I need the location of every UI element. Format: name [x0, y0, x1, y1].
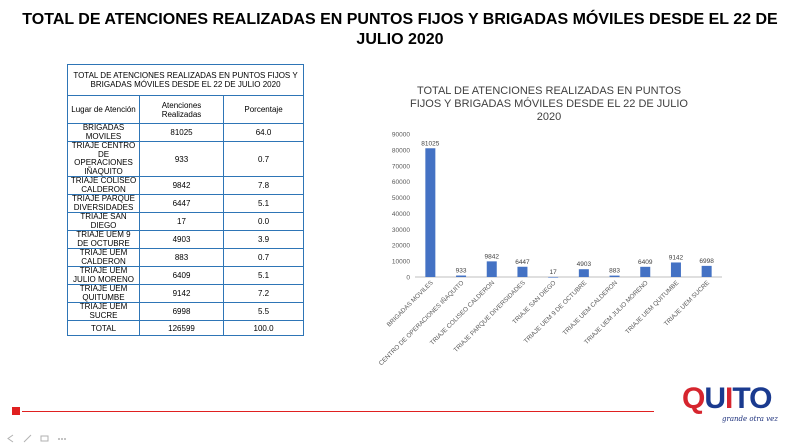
cell-count: 4903 — [139, 230, 224, 249]
x-tick-label: TRIAJE COLISEO CALDERON — [429, 279, 497, 347]
slide-title: TOTAL DE ATENCIONES REALIZADAS EN PUNTOS… — [22, 11, 778, 48]
total-count: 126599 — [139, 320, 224, 336]
table-row: TRIAJE SAN DIEGO 17 0.0 — [67, 212, 305, 231]
data-label: 81025 — [421, 140, 439, 147]
y-tick-label: 70000 — [392, 163, 410, 170]
table-row: TRIAJE PARQUE DIVERSIDADES 6447 5.1 — [67, 194, 305, 213]
data-label: 9842 — [485, 253, 500, 260]
slides-icon[interactable] — [40, 430, 49, 442]
cell-place: TRIAJE CENTRO DE OPERACIONES IÑAQUITO — [67, 141, 140, 177]
cell-pct: 0.7 — [222, 141, 305, 177]
table-row: TRIAJE CENTRO DE OPERACIONES IÑAQUITO 933… — [67, 141, 305, 177]
cell-pct: 64.0 — [222, 123, 305, 142]
bar — [548, 276, 559, 278]
prev-icon[interactable] — [6, 430, 15, 443]
cell-count: 933 — [139, 141, 224, 177]
cell-pct: 0.0 — [222, 212, 305, 231]
logo-wordmark: QUITO — [682, 382, 773, 415]
y-tick-label: 60000 — [392, 179, 410, 186]
total-place: TOTAL — [67, 320, 140, 336]
cell-pct: 5.1 — [222, 266, 305, 285]
x-tick-label: TRIAJE UEM 9 DE OCTUBRE — [523, 279, 589, 345]
progress-line — [22, 411, 654, 412]
bar — [670, 262, 681, 277]
cell-place: TRIAJE COLISEO CALDERON — [67, 176, 140, 195]
table-total-row: TOTAL 126599 100.0 — [67, 320, 305, 336]
cell-pct: 7.2 — [222, 284, 305, 303]
table-row: TRIAJE COLISEO CALDERON 9842 7.8 — [67, 176, 305, 195]
quito-logo: QUITO grande otra vez — [682, 383, 782, 431]
bar — [456, 275, 467, 277]
cell-place: TRIAJE UEM SUCRE — [67, 302, 140, 321]
bar — [701, 265, 712, 277]
cell-count: 17 — [139, 212, 224, 231]
bar — [609, 275, 620, 277]
data-label: 6998 — [699, 258, 714, 265]
table-row: BRIGADAS MOVILES 81025 64.0 — [67, 123, 305, 142]
cell-place: TRIAJE UEM QUITUMBE — [67, 284, 140, 303]
cell-pct: 5.5 — [222, 302, 305, 321]
data-label: 17 — [550, 269, 558, 276]
data-label: 6409 — [638, 259, 653, 266]
cell-count: 6409 — [139, 266, 224, 285]
more-icon[interactable] — [57, 430, 66, 440]
bar — [640, 266, 651, 277]
x-tick-label: TRIAJE UEM JULIO MORENO — [583, 279, 650, 346]
attentions-table: TOTAL DE ATENCIONES REALIZADAS EN PUNTOS… — [66, 64, 305, 336]
bar — [517, 266, 528, 277]
progress-marker[interactable] — [12, 407, 20, 415]
table-caption: TOTAL DE ATENCIONES REALIZADAS EN PUNTOS… — [66, 64, 305, 96]
cell-pct: 3.9 — [222, 230, 305, 249]
y-tick-label: 20000 — [392, 243, 410, 250]
header-place: Lugar de Atención — [67, 95, 140, 124]
cell-pct: 7.8 — [222, 176, 305, 195]
header-percent: Porcentaje — [222, 95, 305, 124]
y-tick-label: 90000 — [392, 132, 410, 139]
y-tick-label: 10000 — [392, 259, 410, 266]
header-count: Atenciones Realizadas — [139, 95, 224, 124]
y-tick-label: 40000 — [392, 211, 410, 218]
data-label: 6447 — [515, 259, 530, 266]
data-label: 9142 — [669, 254, 684, 261]
bar — [425, 148, 436, 277]
cell-pct: 5.1 — [222, 194, 305, 213]
table-row: TRIAJE UEM CALDERON 883 0.7 — [67, 248, 305, 267]
table-row: TRIAJE UEM 9 DE OCTUBRE 4903 3.9 — [67, 230, 305, 249]
total-pct: 100.0 — [222, 320, 305, 336]
attentions-table-container: TOTAL DE ATENCIONES REALIZADAS EN PUNTOS… — [66, 64, 305, 336]
logo-tagline: grande otra vez — [722, 415, 778, 423]
cell-place: BRIGADAS MOVILES — [67, 123, 140, 142]
y-tick-label: 80000 — [392, 147, 410, 154]
y-tick-label: 50000 — [392, 195, 410, 202]
x-tick-label: TRIAJE UEM QUITUMBE — [624, 279, 680, 335]
bar-chart: 0 10000 20000 30000 40000 50000 60000 70000 8000… — [376, 132, 722, 367]
data-label: 4903 — [577, 261, 592, 268]
cell-count: 6998 — [139, 302, 224, 321]
bar — [578, 269, 589, 277]
y-tick-label: 30000 — [392, 227, 410, 234]
data-label: 883 — [609, 268, 620, 275]
cell-count: 6447 — [139, 194, 224, 213]
cell-count: 883 — [139, 248, 224, 267]
chart-title: TOTAL DE ATENCIONES REALIZADAS EN PUNTOS… — [410, 85, 688, 123]
cell-count: 9142 — [139, 284, 224, 303]
cell-count: 81025 — [139, 123, 224, 142]
y-tick-label: 0 — [406, 275, 410, 282]
cell-pct: 0.7 — [222, 248, 305, 267]
table-row: TRIAJE UEM SUCRE 6998 5.5 — [67, 302, 305, 321]
x-tick-label: TRIAJE UEM CALDERON — [562, 279, 620, 337]
bar — [486, 261, 497, 277]
presentation-toolbar — [6, 430, 66, 443]
cell-place: TRIAJE SAN DIEGO — [67, 212, 140, 231]
table-row: TRIAJE UEM QUITUMBE 9142 7.2 — [67, 284, 305, 303]
pen-icon[interactable] — [23, 430, 32, 443]
table-row: TRIAJE UEM JULIO MORENO 6409 5.1 — [67, 266, 305, 285]
cell-place: TRIAJE UEM 9 DE OCTUBRE — [67, 230, 140, 249]
cell-place: TRIAJE UEM JULIO MORENO — [67, 266, 140, 285]
cell-count: 9842 — [139, 176, 224, 195]
cell-place: TRIAJE UEM CALDERON — [67, 248, 140, 267]
data-label: 933 — [456, 268, 467, 275]
cell-place: TRIAJE PARQUE DIVERSIDADES — [67, 194, 140, 213]
